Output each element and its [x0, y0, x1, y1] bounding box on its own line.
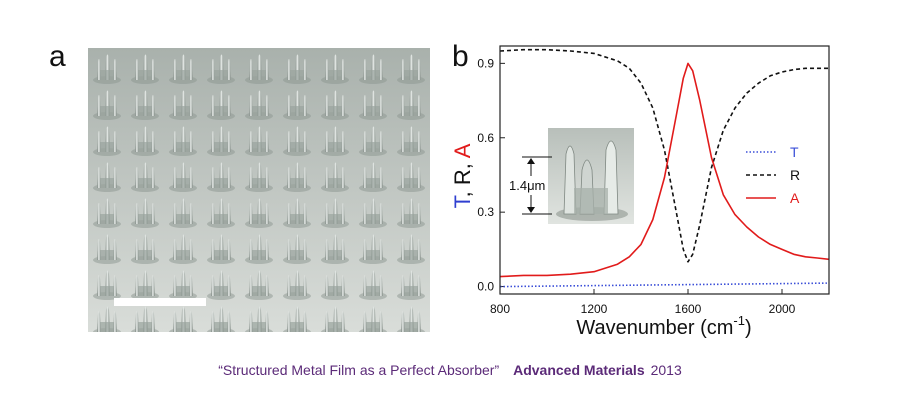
y-axis-label-part: , R, — [450, 158, 475, 197]
panel-label-b: b — [452, 40, 469, 73]
y-tick-label: 0.9 — [477, 56, 494, 70]
x-axis-label-text: Wavenumber (cm — [576, 317, 733, 339]
caption-year: 2013 — [650, 362, 682, 378]
x-axis-label-sup: -1 — [733, 313, 745, 328]
figure-caption: “Structured Metal Film as a Perfect Abso… — [0, 362, 900, 378]
x-tick-label: 1600 — [675, 302, 702, 316]
inset-micrograph — [548, 128, 634, 224]
series-line-r — [500, 48, 829, 263]
caption-title: “Structured Metal Film as a Perfect Abso… — [218, 362, 500, 378]
legend-label-a: A — [790, 190, 800, 206]
panel-label-a: a — [49, 40, 66, 73]
legend-label-t: T — [790, 144, 799, 160]
y-tick-label: 0.6 — [477, 131, 494, 145]
x-axis-label-close: ) — [745, 317, 752, 339]
legend-label-r: R — [790, 167, 800, 183]
series-line-a — [500, 62, 829, 278]
y-tick-label: 0.0 — [477, 280, 494, 294]
sem-micrograph — [88, 48, 430, 332]
scale-bar — [114, 298, 206, 306]
x-tick-label: 2000 — [769, 302, 796, 316]
x-axis-label: Wavenumber (cm-1) — [576, 313, 751, 339]
x-tick-label: 1200 — [581, 302, 608, 316]
legend: TRA — [746, 144, 800, 206]
plot-frame — [499, 45, 830, 295]
series-line-t — [500, 282, 829, 288]
series-lines — [500, 48, 829, 288]
scale-annotation — [522, 156, 552, 215]
y-tick-label: 0.3 — [477, 205, 494, 219]
inset-height-label: 1.4μm — [509, 178, 545, 193]
y-axis-label: T, R, A — [450, 143, 475, 208]
axis-ticks: 800 1200 1600 2000 0.0 0.3 0.6 0.9 — [477, 56, 795, 316]
pillar-array — [88, 48, 430, 332]
x-tick-label: 800 — [490, 302, 510, 316]
y-axis-label-part: T — [450, 195, 475, 208]
caption-journal: Advanced Materials — [513, 362, 645, 378]
y-axis-label-part: A — [450, 143, 475, 158]
